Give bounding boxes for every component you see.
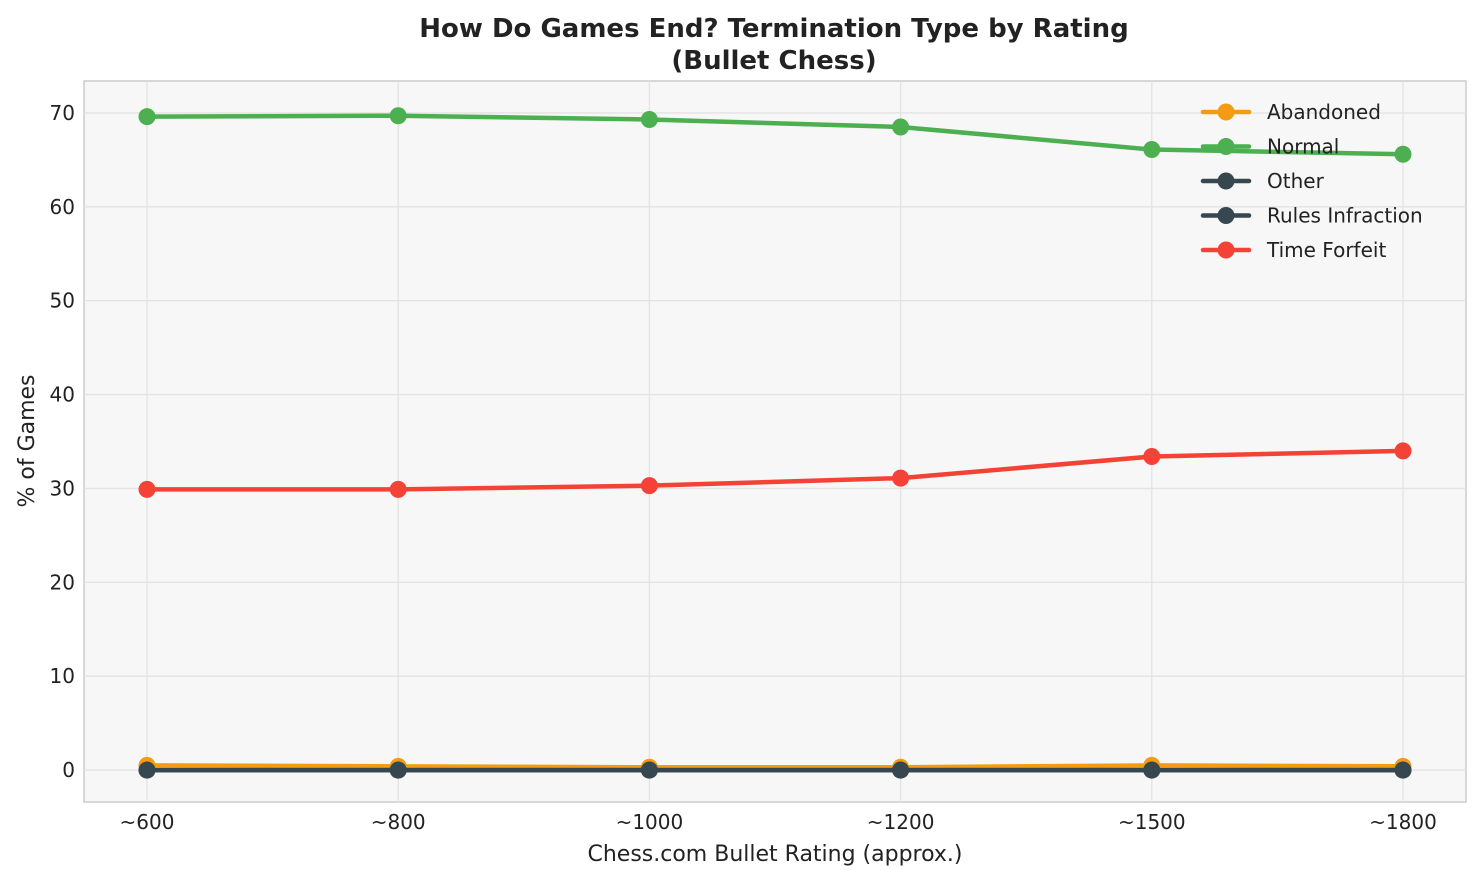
- data-point: [1143, 448, 1161, 466]
- chart-title: How Do Games End? Termination Type by Ra…: [419, 14, 1128, 44]
- plot-area: [83, 80, 1467, 803]
- legend-label: Abandoned: [1267, 100, 1381, 124]
- series-layer: [138, 107, 1412, 779]
- legend-marker: [1217, 207, 1235, 224]
- data-point: [1394, 145, 1412, 163]
- legend-item: Abandoned: [1200, 100, 1381, 124]
- data-point: [640, 110, 658, 128]
- legend-label: Rules Infraction: [1267, 204, 1423, 228]
- series-normal: [138, 107, 1412, 163]
- data-point: [138, 108, 156, 126]
- data-point: [640, 477, 658, 495]
- chart-subtitle: (Bullet Chess): [671, 46, 876, 76]
- x-tick-label: ~1800: [1369, 810, 1437, 834]
- series-rules-infraction: [138, 761, 1412, 779]
- x-tick-label: ~800: [371, 810, 426, 834]
- legend-marker: [1217, 241, 1235, 259]
- x-tick-label: ~1500: [1118, 810, 1186, 834]
- legend-item: Normal: [1200, 135, 1339, 159]
- x-tick-label: ~1000: [616, 810, 684, 834]
- tick-labels: ~600 ~800 ~1000 ~1200 ~1500 ~1800 0 10 20 30 40 50 6…: [50, 101, 1437, 834]
- y-tick-label: 30: [50, 476, 75, 500]
- legend-label: Other: [1267, 169, 1325, 193]
- y-tick-label: 20: [50, 570, 75, 594]
- legend-marker: [1217, 172, 1235, 190]
- x-axis-label: Chess.com Bullet Rating (approx.): [587, 842, 962, 867]
- legend-marker: [1217, 103, 1235, 121]
- y-tick-label: 60: [50, 195, 75, 219]
- data-point: [1143, 761, 1161, 779]
- y-axis-label: % of Games: [15, 374, 40, 507]
- y-tick-label: 40: [50, 383, 75, 407]
- series-time-forfeit: [138, 442, 1412, 498]
- legend-label: Normal: [1267, 135, 1339, 159]
- legend-label: Time Forfeit: [1266, 238, 1386, 262]
- y-tick-label: 50: [50, 289, 75, 313]
- legend-marker: [1217, 138, 1235, 155]
- data-point: [389, 480, 407, 498]
- legend-item: Time Forfeit: [1200, 238, 1386, 262]
- x-tick-label: ~600: [120, 810, 175, 834]
- data-point: [1394, 761, 1412, 779]
- series-line: [144, 113, 1406, 157]
- data-point: [892, 761, 910, 779]
- data-point: [1143, 141, 1161, 159]
- series-line: [144, 448, 1406, 492]
- y-tick-label: 10: [50, 664, 75, 688]
- data-point: [892, 118, 910, 136]
- legend-item: Other: [1200, 169, 1325, 193]
- y-tick-label: 0: [62, 758, 75, 782]
- series-line: [144, 763, 1406, 770]
- legend-item: Rules Infraction: [1200, 204, 1423, 228]
- y-tick-label: 70: [50, 101, 75, 125]
- x-tick-label: ~1200: [867, 810, 935, 834]
- data-point: [138, 761, 156, 779]
- data-point: [1394, 442, 1412, 460]
- data-point: [389, 761, 407, 779]
- legend: Abandoned Normal Other Rules Infraction Time…: [1200, 100, 1423, 262]
- data-point: [138, 480, 156, 498]
- data-point: [389, 107, 407, 125]
- data-point: [892, 469, 910, 487]
- data-point: [640, 761, 658, 779]
